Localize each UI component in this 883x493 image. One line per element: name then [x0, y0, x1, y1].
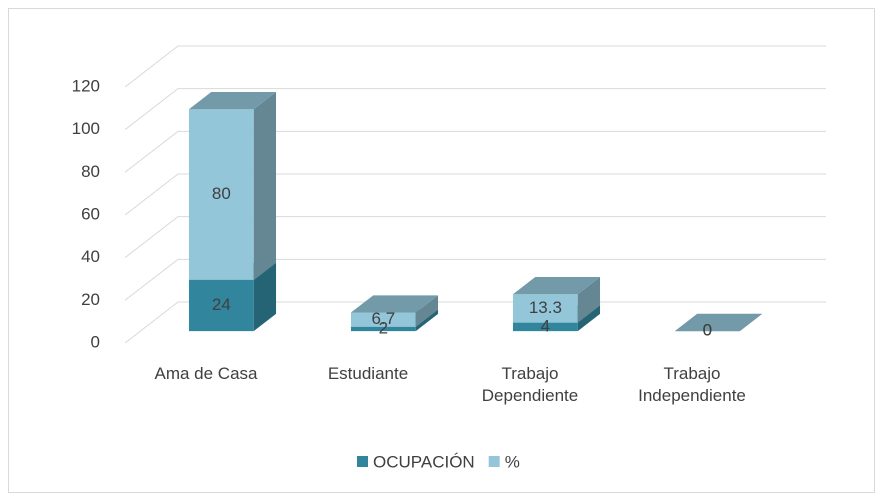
grid-line: [124, 216, 826, 259]
legend-label: %: [505, 452, 520, 471]
data-label: 0: [703, 321, 712, 340]
chart-border: [8, 8, 875, 493]
data-label: 4: [541, 316, 550, 335]
y-tick-label: 80: [81, 162, 100, 181]
bar-top: [674, 313, 763, 332]
bar-front: [350, 326, 416, 332]
grid-line: [124, 301, 826, 344]
bar-side: [577, 305, 601, 332]
legend-swatch: [488, 456, 500, 467]
y-tick-label: 60: [81, 204, 100, 223]
data-label: 24: [212, 295, 231, 314]
bar-front: [350, 312, 416, 327]
bar-segment: [512, 276, 601, 323]
x-tick-label: Trabajo Dependiente: [481, 364, 579, 405]
x-tick-label: Ama de Casa: [154, 364, 258, 383]
bar-side: [253, 92, 277, 280]
x-tick-label: Estudiante: [327, 364, 409, 383]
y-tick-label: 0: [91, 332, 100, 351]
bar-side: [415, 295, 439, 327]
data-label: 0: [703, 321, 712, 340]
bar-top: [512, 276, 601, 295]
data-label: 13.3: [529, 298, 562, 317]
grid-line: [124, 45, 826, 88]
x-tick-label: Trabajo Independiente: [638, 364, 746, 405]
bar-top: [350, 295, 439, 313]
y-tick-label: 120: [72, 76, 100, 95]
y-tick-label: 20: [81, 290, 100, 309]
grid-line: [124, 258, 826, 301]
bar-front: [188, 109, 254, 280]
y-tick-label: 40: [81, 247, 100, 266]
data-label: 2: [379, 318, 388, 337]
bar-front: [512, 322, 578, 332]
legend-swatch: [357, 456, 368, 467]
bar-segment: [350, 295, 439, 327]
bar-segment: [674, 313, 763, 332]
data-label: 6.7: [372, 309, 396, 328]
bar-front: [512, 294, 578, 323]
bar-front: [188, 279, 254, 332]
legend-label: OCUPACIÓN: [373, 452, 475, 471]
bar-side: [253, 262, 277, 332]
bar-segment: [188, 92, 277, 280]
y-tick-label: 100: [72, 119, 100, 138]
grid-line: [124, 173, 826, 216]
grid-line: [124, 130, 826, 173]
grid-line: [124, 88, 826, 131]
data-label: 80: [212, 184, 231, 203]
bar-top: [188, 92, 277, 110]
bar-side: [415, 309, 439, 332]
bar-side: [577, 276, 601, 323]
